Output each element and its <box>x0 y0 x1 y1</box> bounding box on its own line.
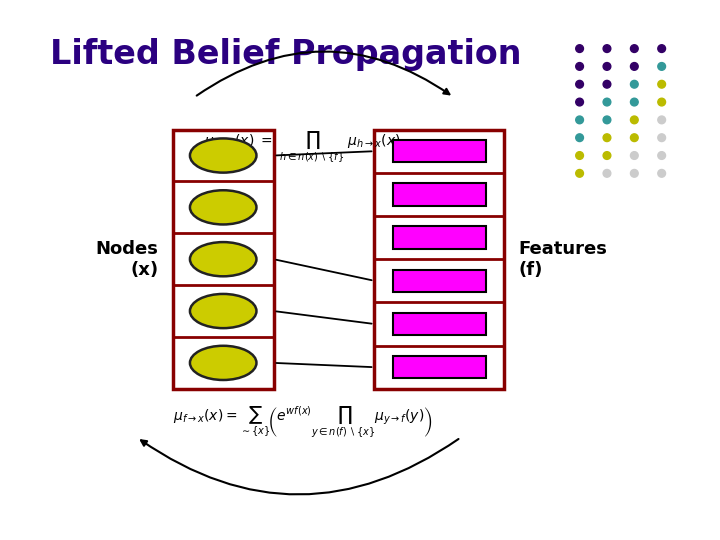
Bar <box>392 269 486 292</box>
Circle shape <box>603 152 611 159</box>
Circle shape <box>658 152 665 159</box>
Circle shape <box>658 80 665 88</box>
Bar <box>392 183 486 206</box>
Circle shape <box>658 170 665 177</box>
Text: $\mu_{f\rightarrow x}(x)=\sum_{\sim\{x\}}\!\left(e^{wf(x)}\prod_{y\in n(f)\setmi: $\mu_{f\rightarrow x}(x)=\sum_{\sim\{x\}… <box>173 405 432 440</box>
Ellipse shape <box>190 294 256 328</box>
Circle shape <box>658 45 665 52</box>
Circle shape <box>631 170 638 177</box>
Circle shape <box>576 170 583 177</box>
Text: Lifted Belief Propagation: Lifted Belief Propagation <box>50 38 522 71</box>
Circle shape <box>658 63 665 70</box>
Circle shape <box>658 116 665 124</box>
Ellipse shape <box>190 242 256 276</box>
Circle shape <box>631 63 638 70</box>
Text: Features
(f): Features (f) <box>518 240 607 279</box>
Text: Nodes
(x): Nodes (x) <box>96 240 158 279</box>
Circle shape <box>631 45 638 52</box>
Circle shape <box>576 63 583 70</box>
Circle shape <box>576 116 583 124</box>
Bar <box>392 356 486 379</box>
Circle shape <box>603 98 611 106</box>
Ellipse shape <box>190 346 256 380</box>
Circle shape <box>603 45 611 52</box>
Circle shape <box>603 80 611 88</box>
Bar <box>374 130 504 389</box>
Ellipse shape <box>190 138 256 173</box>
Ellipse shape <box>190 190 256 225</box>
Circle shape <box>603 134 611 141</box>
Circle shape <box>631 152 638 159</box>
Circle shape <box>658 98 665 106</box>
Bar <box>173 130 274 389</box>
Circle shape <box>603 63 611 70</box>
Circle shape <box>576 152 583 159</box>
Circle shape <box>576 134 583 141</box>
Circle shape <box>603 170 611 177</box>
Circle shape <box>576 45 583 52</box>
Circle shape <box>631 134 638 141</box>
Circle shape <box>658 134 665 141</box>
Bar <box>392 140 486 163</box>
Circle shape <box>603 116 611 124</box>
Circle shape <box>631 98 638 106</box>
Bar <box>392 226 486 249</box>
Circle shape <box>576 80 583 88</box>
Text: $\mu_{x\rightarrow f}(x)\ =\ \prod_{h\in n(x)\setminus\{f\}}\ \mu_{h\rightarrow : $\mu_{x\rightarrow f}(x)\ =\ \prod_{h\in… <box>204 130 401 165</box>
Circle shape <box>631 116 638 124</box>
Circle shape <box>631 80 638 88</box>
Bar <box>392 313 486 335</box>
Circle shape <box>576 98 583 106</box>
